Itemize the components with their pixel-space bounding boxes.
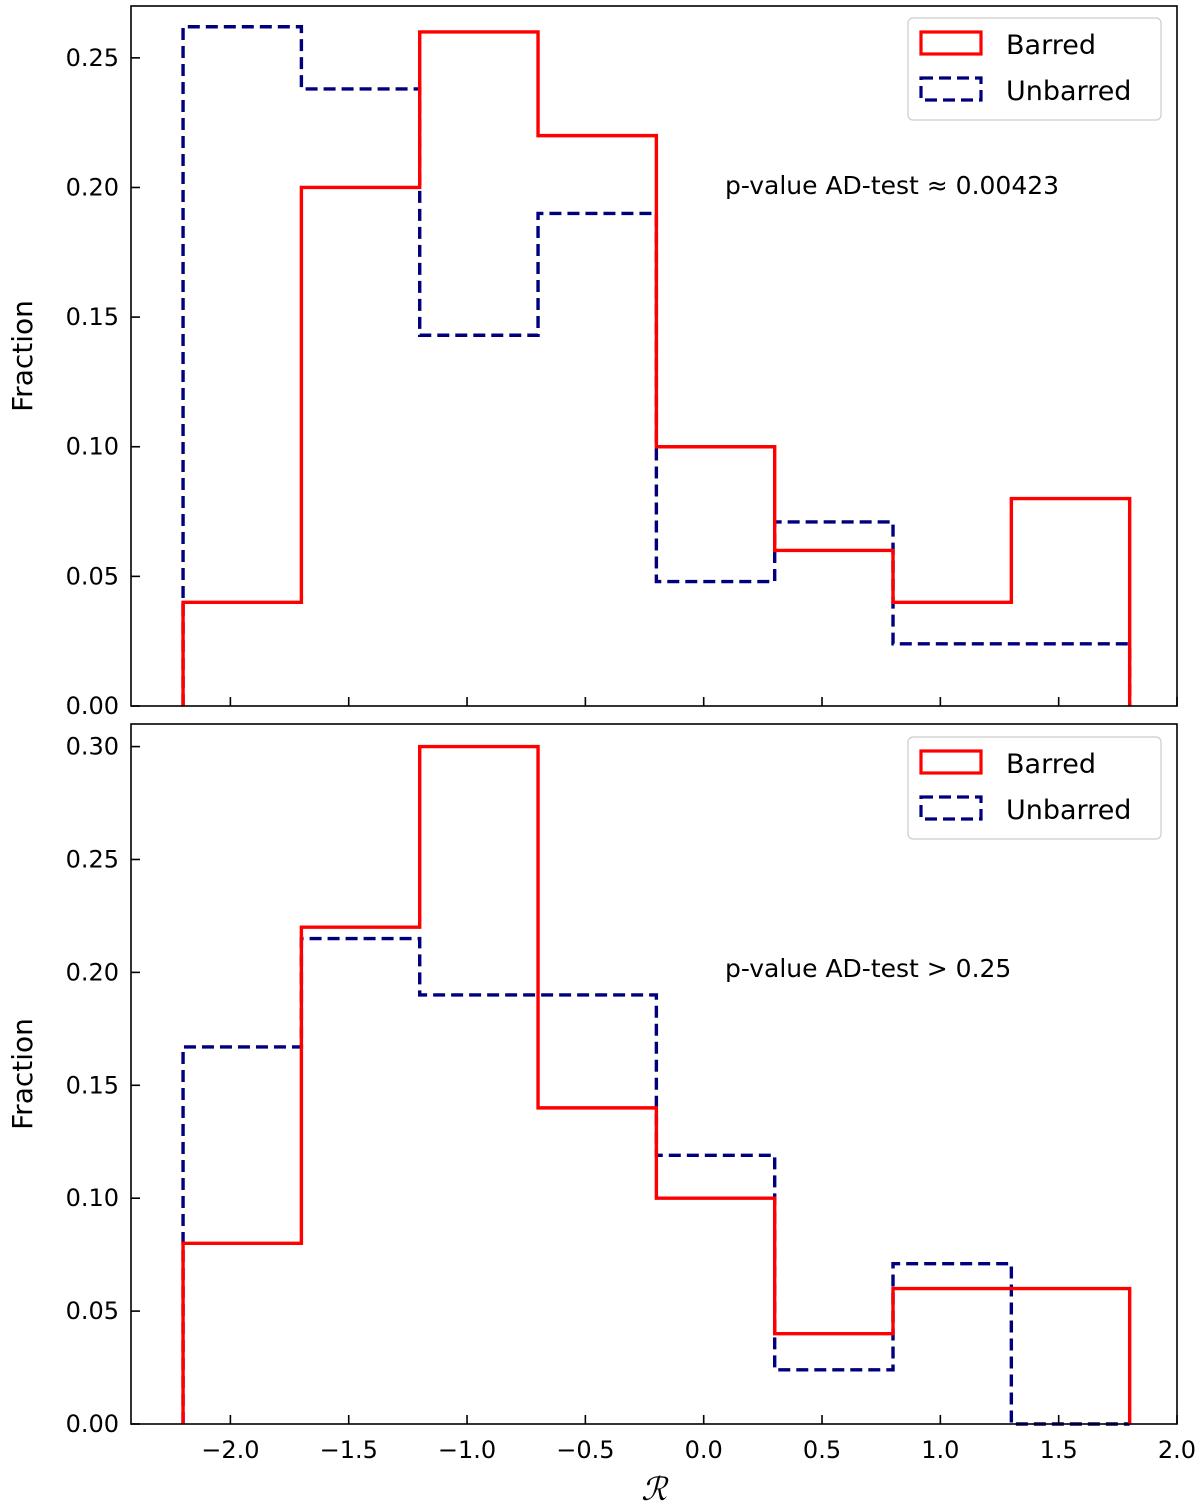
x-tick-label: −0.5 bbox=[556, 1436, 614, 1464]
x-tick-label: −1.0 bbox=[438, 1436, 496, 1464]
y-tick-label: 0.10 bbox=[66, 1184, 119, 1212]
y-tick-label: 0.05 bbox=[66, 1297, 119, 1325]
bottom-histogram-series bbox=[181, 744, 1132, 1426]
bottom-legend: Barred Unbarred bbox=[907, 736, 1162, 840]
legend-label-unbarred: Unbarred bbox=[1006, 795, 1131, 826]
legend-swatch-unbarred bbox=[919, 76, 983, 102]
y-tick-label: 0.30 bbox=[66, 733, 119, 761]
y-tick-label: 0.10 bbox=[66, 433, 119, 461]
legend-box bbox=[907, 736, 1162, 840]
y-tick-label: 0.15 bbox=[66, 1071, 119, 1099]
legend-label-barred: Barred bbox=[1006, 749, 1096, 780]
bottom-plot-frame bbox=[130, 723, 1178, 1425]
series-barred-step bbox=[181, 744, 1132, 1424]
bottom-panel: 0.00 0.05 0.10 0.15 0.20 0.25 0.30 −2.0 −1.5 −1.… bbox=[6, 723, 1196, 1508]
top-x-ticks bbox=[229, 697, 1178, 706]
y-tick-label: 0.00 bbox=[66, 692, 119, 720]
y-tick-label: 0.05 bbox=[66, 562, 119, 590]
x-tick-label: 2.0 bbox=[1158, 1436, 1196, 1464]
x-tick-label: 1.0 bbox=[921, 1436, 959, 1464]
legend-swatch-unbarred bbox=[919, 795, 983, 821]
bottom-x-axis-label: ℛ bbox=[641, 1470, 669, 1508]
top-legend: Barred Unbarred bbox=[907, 17, 1162, 121]
x-tick-label: −2.0 bbox=[201, 1436, 259, 1464]
y-tick-label: 0.20 bbox=[66, 958, 119, 986]
x-tick-label: −1.5 bbox=[320, 1436, 378, 1464]
x-tick-label: 0.5 bbox=[803, 1436, 841, 1464]
y-tick-label: 0.20 bbox=[66, 173, 119, 201]
top-histogram-series bbox=[181, 25, 1132, 706]
top-panel: 0.00 0.05 0.10 0.15 0.20 0.25 Fraction p-valu… bbox=[6, 5, 1178, 720]
series-barred-step bbox=[181, 30, 1132, 706]
y-tick-label: 0.25 bbox=[66, 44, 119, 72]
legend-label-unbarred: Unbarred bbox=[1006, 76, 1131, 107]
y-tick-label: 0.25 bbox=[66, 845, 119, 873]
bottom-annotation: p-value AD-test > 0.25 bbox=[725, 954, 1011, 983]
legend-label-barred: Barred bbox=[1006, 30, 1096, 61]
bottom-y-ticks: 0.00 0.05 0.10 0.15 0.20 0.25 0.30 bbox=[66, 733, 140, 1438]
x-tick-label: 1.5 bbox=[1040, 1436, 1078, 1464]
top-plot-frame bbox=[130, 5, 1178, 707]
top-y-axis-label: Fraction bbox=[6, 300, 39, 412]
x-tick-label: 0.0 bbox=[685, 1436, 723, 1464]
top-annotation: p-value AD-test ≈ 0.00423 bbox=[725, 171, 1059, 200]
top-y-ticks: 0.00 0.05 0.10 0.15 0.20 0.25 bbox=[66, 44, 140, 720]
series-unbarred-step bbox=[181, 25, 1132, 706]
legend-swatch-barred bbox=[919, 749, 983, 775]
bottom-x-ticks: −2.0 −1.5 −1.0 −0.5 0.0 0.5 1.0 1.5 2.0 bbox=[201, 1415, 1196, 1464]
bottom-y-axis-label: Fraction bbox=[6, 1018, 39, 1130]
y-tick-label: 0.15 bbox=[66, 303, 119, 331]
legend-box bbox=[907, 17, 1162, 121]
legend-swatch-barred bbox=[919, 30, 983, 56]
y-tick-label: 0.00 bbox=[66, 1410, 119, 1438]
